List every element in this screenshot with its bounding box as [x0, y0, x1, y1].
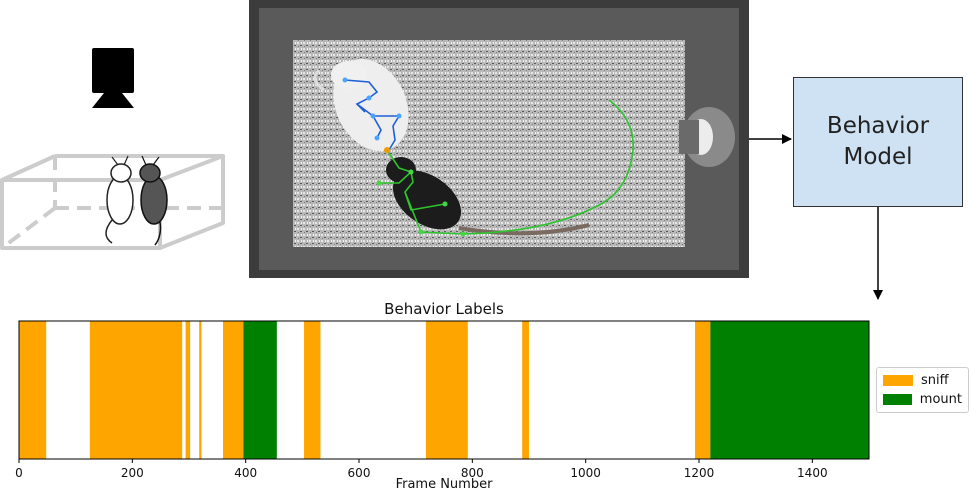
bar-sniff-7 — [522, 321, 529, 459]
x-tick-label-800: 800 — [461, 466, 484, 480]
water-bottle-icon — [679, 107, 735, 167]
x-tick-label-600: 600 — [348, 466, 371, 480]
bar-sniff-1 — [89, 321, 183, 459]
chart-title: Behavior Labels — [384, 300, 504, 318]
bar-sniff-8 — [695, 321, 711, 459]
behavior-labels-chart: 0 200 400 600 800 1000 1200 1400 Frame Number — [15, 320, 870, 491]
legend-item-sniff: sniff — [883, 371, 962, 390]
legend-swatch-sniff — [883, 375, 913, 386]
x-axis-label: Frame Number — [396, 477, 494, 491]
x-tick-label-1000: 1000 — [570, 466, 601, 480]
black-mouse-icon — [139, 155, 168, 246]
x-tick-label-400: 400 — [234, 466, 257, 480]
bar-sniff-4 — [223, 321, 244, 459]
pose-tracking-frame — [249, 0, 749, 278]
chart-legend: sniff mount — [876, 367, 969, 413]
bar-sniff-0 — [19, 321, 47, 459]
bars-layer — [19, 321, 869, 459]
x-axis-ticks: 0 200 400 600 800 1000 1200 1400 — [15, 459, 828, 480]
bar-mount-1 — [710, 321, 869, 459]
bar-sniff-6 — [425, 321, 468, 459]
bar-sniff-3 — [199, 321, 202, 459]
legend-label-sniff: sniff — [921, 373, 949, 388]
blue-pose-skeleton — [342, 77, 402, 151]
x-tick-label-1400: 1400 — [797, 466, 828, 480]
camera-arena-illustration — [0, 48, 225, 250]
behavior-model-label-line2: Model — [843, 144, 913, 170]
legend-swatch-mount — [883, 394, 912, 405]
legend-item-mount: mount — [883, 390, 962, 409]
behavior-model-label-line1: Behavior — [826, 113, 930, 139]
plot-frame — [18, 320, 870, 460]
behavior-model-box: Behavior Model — [793, 77, 963, 207]
legend-label-mount: mount — [919, 392, 962, 407]
camera-icon — [92, 48, 134, 108]
green-pose-skeleton — [376, 99, 634, 237]
white-mouse-body — [313, 59, 409, 151]
x-tick-label-0: 0 — [15, 466, 23, 480]
white-mouse-icon — [105, 155, 134, 244]
bar-sniff-2 — [185, 321, 191, 459]
bar-sniff-5 — [304, 321, 321, 459]
x-tick-label-1200: 1200 — [684, 466, 715, 480]
x-tick-label-200: 200 — [121, 466, 144, 480]
bar-mount-0 — [243, 321, 277, 459]
